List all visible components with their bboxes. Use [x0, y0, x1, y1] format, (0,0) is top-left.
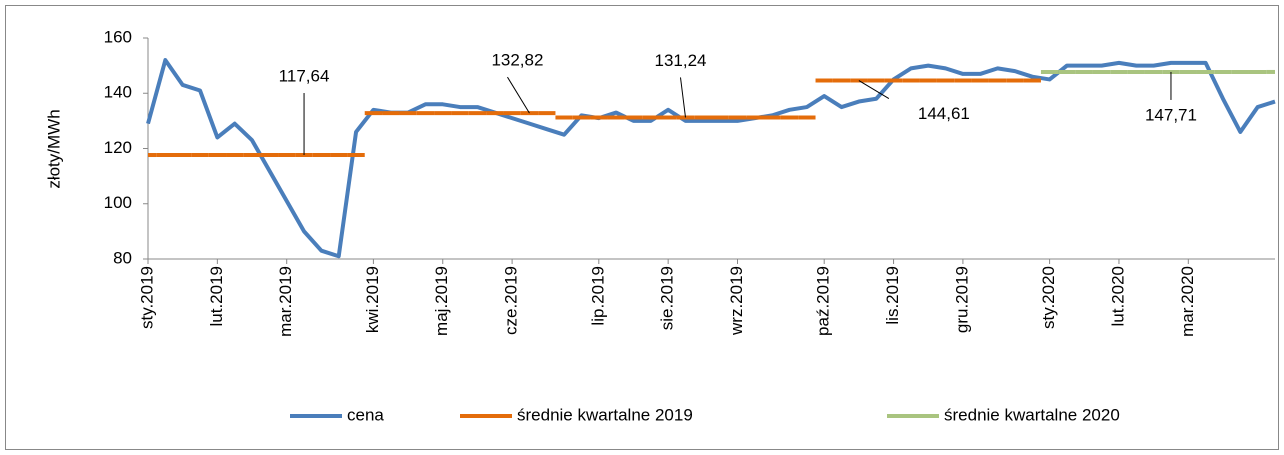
chart-frame	[5, 5, 1279, 450]
legend-label: średnie kwartalne 2019	[517, 405, 693, 424]
x-tick-label: sie.2019	[658, 266, 677, 330]
annotation-label: 117,64	[279, 67, 330, 86]
price-line	[146, 58, 1276, 259]
y-tick-label: 140	[104, 83, 132, 102]
x-tick-label: paź.2019	[814, 266, 833, 336]
annotation-leader	[858, 80, 890, 99]
x-tick-label: mar.2020	[1178, 266, 1197, 337]
legend-label: średnie kwartalne 2020	[944, 405, 1120, 424]
y-tick-label: 160	[104, 27, 132, 46]
legend-label: cena	[347, 405, 384, 424]
x-tick-label: maj.2019	[432, 266, 451, 336]
x-tick-label: kwi.2019	[363, 266, 382, 333]
x-tick-label: sty.2019	[137, 266, 156, 329]
x-tick-label: lut.2020	[1108, 266, 1127, 327]
annotation-label: 144,61	[918, 104, 970, 123]
annotation-label: 147,71	[1145, 105, 1197, 124]
annotation-label: 132,82	[491, 51, 543, 70]
annotation-leader	[507, 76, 530, 114]
y-tick-label: 120	[104, 138, 132, 157]
x-tick-label: lut.2019	[207, 266, 226, 327]
x-tick-label: gru.2019	[952, 266, 971, 333]
y-axis-label: złoty/MWh	[44, 109, 63, 188]
y-tick-label: 100	[104, 193, 132, 212]
x-tick-label: lip.2019	[588, 266, 607, 326]
annotation-leader	[679, 77, 686, 118]
x-tick-label: lis.2019	[883, 266, 902, 325]
y-tick-label: 80	[113, 248, 132, 267]
x-tick-label: wrz.2019	[727, 266, 746, 336]
x-tick-label: sty.2020	[1039, 266, 1058, 329]
x-tick-label: cze.2019	[502, 266, 521, 335]
annotation-label: 131,24	[654, 51, 706, 70]
x-tick-label: mar.2019	[276, 266, 295, 337]
